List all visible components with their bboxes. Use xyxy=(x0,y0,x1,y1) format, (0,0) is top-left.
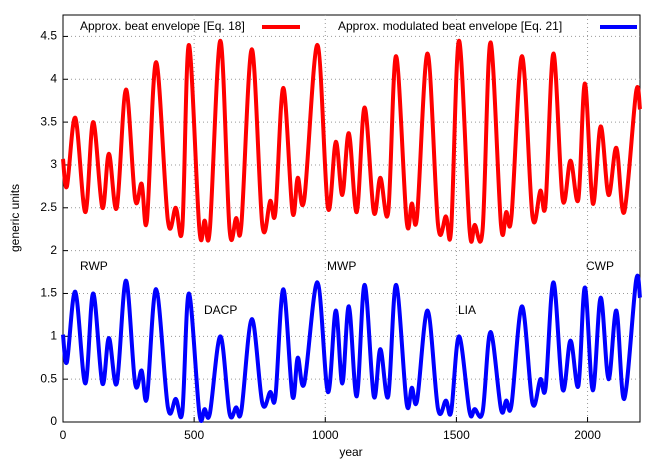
x-tick-label: 1000 xyxy=(312,428,339,442)
legend-label: Approx. beat envelope [Eq. 18] xyxy=(80,19,245,33)
annotation: MWP xyxy=(327,259,356,273)
line-series xyxy=(61,38,642,244)
y-axis-label: generic units xyxy=(8,184,22,252)
x-axis-label: year xyxy=(339,445,362,459)
y-tick-label: 4.5 xyxy=(40,29,57,43)
y-tick-label: 3 xyxy=(50,157,57,171)
x-tick-label: 2000 xyxy=(574,428,601,442)
y-tick-label: 1.5 xyxy=(40,286,57,300)
annotation: DACP xyxy=(204,303,237,317)
y-tick-label: 2.5 xyxy=(40,200,57,214)
y-tick-label: 3.5 xyxy=(40,114,57,128)
x-tick-label: 1500 xyxy=(443,428,470,442)
legend-label: Approx. modulated beat envelope [Eq. 21] xyxy=(338,19,562,33)
x-tick-label: 0 xyxy=(60,428,67,442)
y-tick-label: 4 xyxy=(50,71,57,85)
annotation: LIA xyxy=(458,303,476,317)
plot-frame xyxy=(62,14,641,423)
y-tick-label: 2 xyxy=(50,243,57,257)
y-tick-label: 0 xyxy=(50,414,57,428)
line-series xyxy=(61,273,642,423)
x-tick-label: 500 xyxy=(184,428,204,442)
y-tick-label: 0.5 xyxy=(40,371,57,385)
y-tick-label: 1 xyxy=(50,328,57,342)
annotation: RWP xyxy=(80,259,108,273)
annotation: CWP xyxy=(586,259,614,273)
